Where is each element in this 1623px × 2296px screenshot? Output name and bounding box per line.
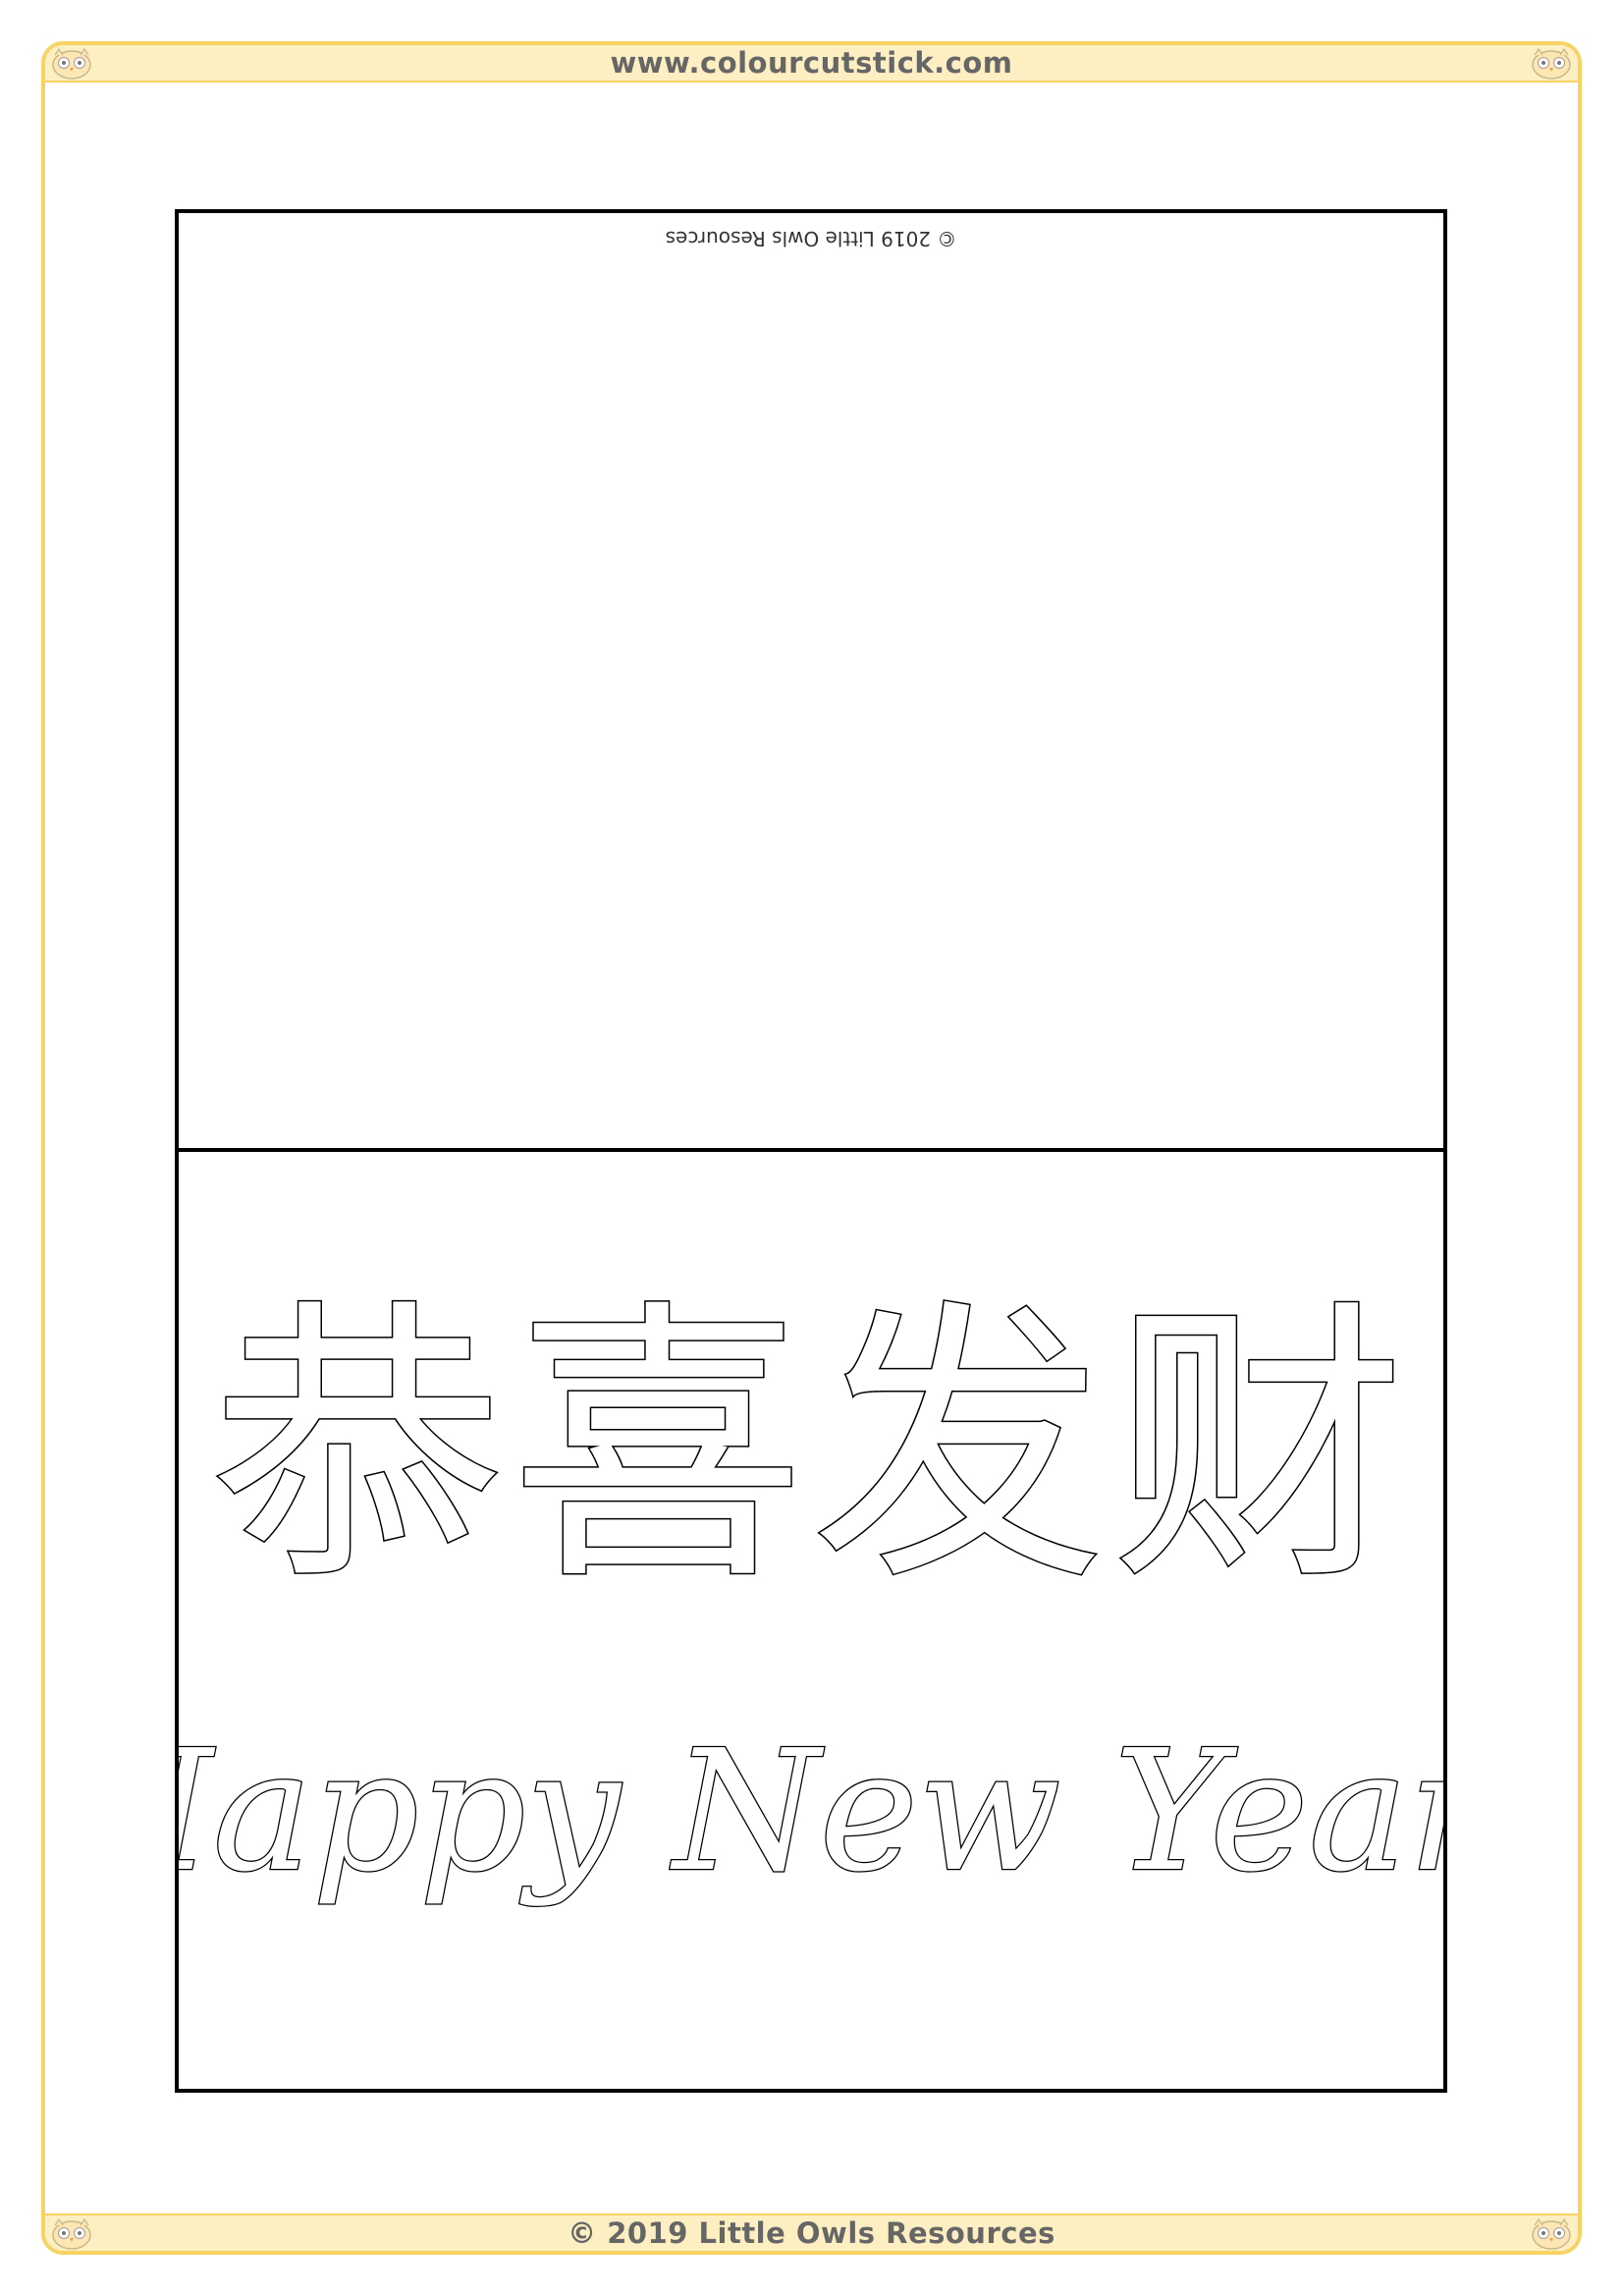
chinese-greeting-outline: 恭喜发财	[209, 1276, 1412, 1614]
greeting-card: © 2019 Little Owls Resources 恭喜发财 Happy …	[175, 209, 1447, 2093]
back-credit-text: © 2019 Little Owls Resources	[665, 227, 957, 250]
owl-icon	[1532, 2217, 1571, 2250]
page-frame	[41, 41, 1582, 2255]
owl-icon	[52, 47, 91, 80]
copyright-text: © 2019 Little Owls Resources	[568, 2216, 1055, 2250]
fold-line	[179, 1148, 1443, 1152]
english-greeting-outline: Happy New Year!	[179, 1714, 1443, 1911]
footer-bar: © 2019 Little Owls Resources	[45, 2214, 1578, 2251]
header-bar: www.colourcutstick.com	[45, 45, 1578, 82]
owl-icon	[52, 2217, 91, 2250]
website-url[interactable]: www.colourcutstick.com	[610, 46, 1013, 80]
chinese-greeting-text: 恭喜发财	[210, 1277, 1412, 1613]
card-front-panel: 恭喜发财 Happy New Year!	[179, 1152, 1443, 2090]
english-greeting-text: Happy New Year!	[179, 1715, 1443, 1909]
owl-icon	[1532, 47, 1571, 80]
